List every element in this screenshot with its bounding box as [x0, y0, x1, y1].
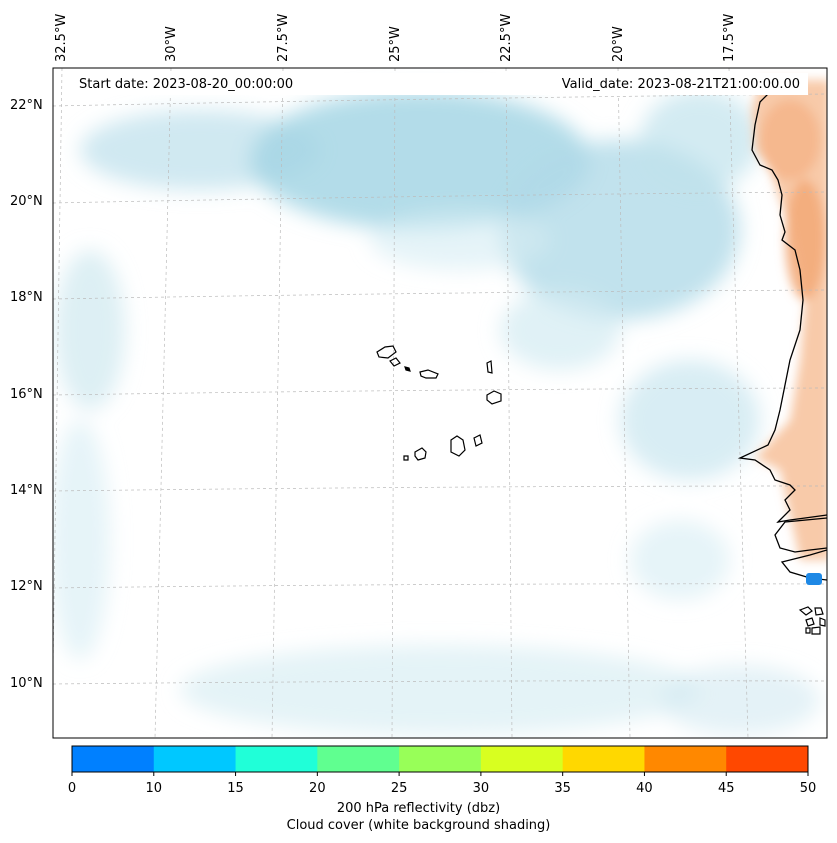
- lat-label: 14°N: [10, 483, 43, 498]
- colorbar-tick-label: 45: [717, 781, 735, 796]
- colorbar-tick-label: 0: [67, 781, 77, 796]
- lon-label: 25°W: [388, 26, 403, 62]
- colorbar-tick-label: 40: [636, 781, 653, 796]
- lat-label: 16°N: [10, 387, 43, 402]
- colorbar-segment: [235, 746, 318, 772]
- colorbar-segment: [317, 746, 400, 772]
- land-shading: [752, 80, 827, 560]
- lon-label: 20°W: [611, 26, 626, 62]
- colorbar-tick-label: 30: [472, 781, 490, 796]
- reflectivity-cell: [806, 573, 822, 585]
- colorbar-segment: [644, 746, 727, 772]
- colorbar-segment: [399, 746, 482, 772]
- lon-label: 27.5°W: [276, 13, 291, 62]
- colorbar-segment: [726, 746, 809, 772]
- colorbar-segment: [153, 746, 237, 772]
- lon-label: 32.5°W: [54, 13, 69, 62]
- valid-date-label: Valid_date: 2023-08-21T21:00:00.00: [561, 77, 800, 92]
- lat-label: 20°N: [10, 194, 43, 209]
- colorbar-tick-label: 15: [227, 781, 244, 796]
- map-frame: [52, 67, 828, 739]
- map-area: [53, 68, 827, 738]
- lon-label: 22.5°W: [499, 13, 514, 62]
- start-date-label: Start date: 2023-08-20_00:00:00: [79, 77, 294, 92]
- lat-label: 10°N: [10, 676, 43, 691]
- africa-coastline: [737, 91, 827, 523]
- colorbar-tick-label: 25: [390, 781, 408, 796]
- lon-label: 17.5°W: [722, 13, 737, 62]
- lat-label: 22°N: [10, 98, 43, 113]
- colorbar-sublabel: Cloud cover (white background shading): [286, 818, 551, 833]
- bissagos-islands: [798, 606, 826, 635]
- cape-verde-islands: [376, 345, 502, 461]
- cloud-cover-shading: [53, 90, 820, 735]
- colorbar-tick-label: 50: [799, 781, 817, 796]
- colorbar: [71, 745, 809, 776]
- colorbar-frame: [71, 745, 809, 773]
- colorbar-label: 200 hPa reflectivity (dbz): [336, 801, 501, 816]
- graticule: [53, 68, 827, 738]
- colorbar-segment: [562, 746, 645, 772]
- stamp-background: [70, 73, 808, 95]
- colorbar-tick-label: 35: [554, 781, 571, 796]
- colorbar-tick-label: 20: [309, 781, 326, 796]
- gambia-coastline: [774, 517, 827, 553]
- colorbar-segment: [480, 746, 564, 772]
- lon-label: 30°W: [164, 26, 179, 62]
- lat-label: 18°N: [10, 290, 43, 305]
- lat-label: 12°N: [10, 579, 43, 594]
- colorbar-segment: [72, 746, 155, 772]
- colorbar-tick-label: 10: [145, 781, 163, 796]
